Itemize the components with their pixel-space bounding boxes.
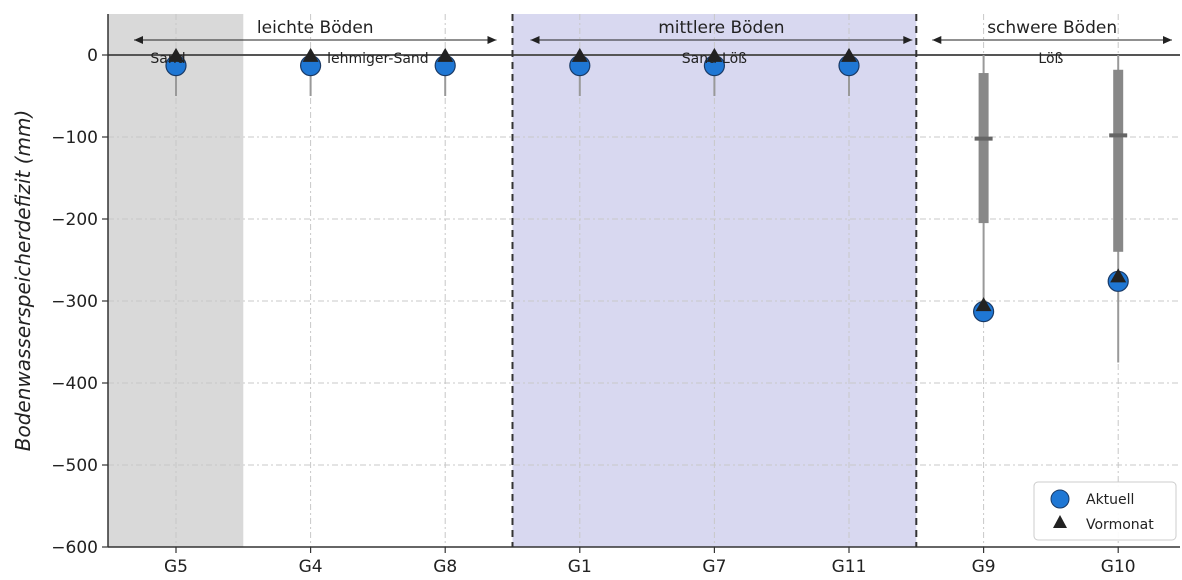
point-vormonat-G10: [1110, 268, 1127, 283]
point-vormonat-G7: [706, 47, 723, 62]
y-tick-label--100: −100: [51, 128, 98, 148]
legend-marker-vormonat: [1053, 515, 1067, 528]
y-tick-label--400: −400: [51, 374, 98, 394]
soil-type-label-1: lehmiger-Sand: [327, 51, 429, 67]
point-vormonat-G11: [841, 47, 857, 62]
x-tick-label-G11: G11: [832, 557, 867, 576]
group-arrow-head-right-0: [487, 36, 497, 44]
y-tick-label--600: −600: [51, 538, 98, 558]
soil-type-label-3: Löß: [1038, 51, 1063, 67]
x-tick-label-G8: G8: [433, 557, 457, 576]
x-tick-label-G4: G4: [299, 557, 323, 576]
y-tick-label--200: −200: [51, 210, 98, 230]
legend-label-vormonat: Vormonat: [1086, 517, 1154, 533]
group-arrow-head-right-1: [903, 36, 913, 44]
y-tick-label--500: −500: [51, 456, 98, 476]
range-box-G9: [978, 73, 989, 224]
range-box-G10: [1113, 69, 1124, 252]
x-tick-label-G1: G1: [568, 557, 592, 576]
group-arrow-head-left-2: [932, 36, 942, 44]
x-tick-label-G10: G10: [1101, 557, 1136, 576]
group-label-1: mittlere Böden: [658, 18, 784, 38]
y-tick-label--300: −300: [51, 292, 98, 312]
point-vormonat-G8: [437, 47, 454, 62]
x-tick-label-G5: G5: [164, 557, 188, 576]
x-tick-label-G7: G7: [702, 557, 726, 576]
group-arrow-head-right-2: [1163, 36, 1172, 44]
legend-label-aktuell: Aktuell: [1086, 492, 1134, 508]
point-vormonat-G4: [302, 47, 319, 62]
soil-type-label-0: Sand: [150, 51, 185, 67]
x-tick-label-G9: G9: [972, 557, 996, 576]
soil-type-label-2: Sand-Löß: [682, 51, 747, 67]
y-axis-label: Bodenwasserspeicherdefizit (mm): [11, 110, 35, 452]
group-arrow-head-left-0: [134, 36, 143, 44]
y-tick-label-0: 0: [87, 46, 98, 66]
point-vormonat-G1: [571, 47, 588, 62]
point-vormonat-G5: [168, 47, 184, 62]
point-vormonat-G9: [975, 297, 992, 312]
group-label-2: schwere Böden: [987, 18, 1117, 38]
legend-box: [1033, 481, 1177, 541]
legend-marker-aktuell: [1050, 489, 1070, 509]
group-arrow-head-left-1: [530, 36, 540, 44]
group-label-0: leichte Böden: [257, 18, 374, 38]
